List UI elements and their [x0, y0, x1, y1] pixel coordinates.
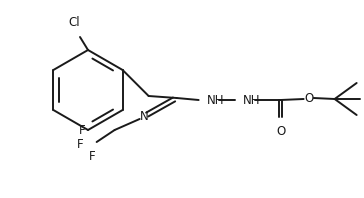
Text: N: N: [140, 109, 149, 123]
Text: O: O: [276, 125, 285, 138]
Text: F: F: [77, 138, 84, 151]
Text: Cl: Cl: [68, 16, 80, 29]
Text: F: F: [89, 149, 96, 163]
Text: NH: NH: [207, 93, 224, 107]
Text: O: O: [304, 91, 313, 105]
Text: F: F: [79, 125, 86, 137]
Text: NH: NH: [243, 93, 260, 107]
